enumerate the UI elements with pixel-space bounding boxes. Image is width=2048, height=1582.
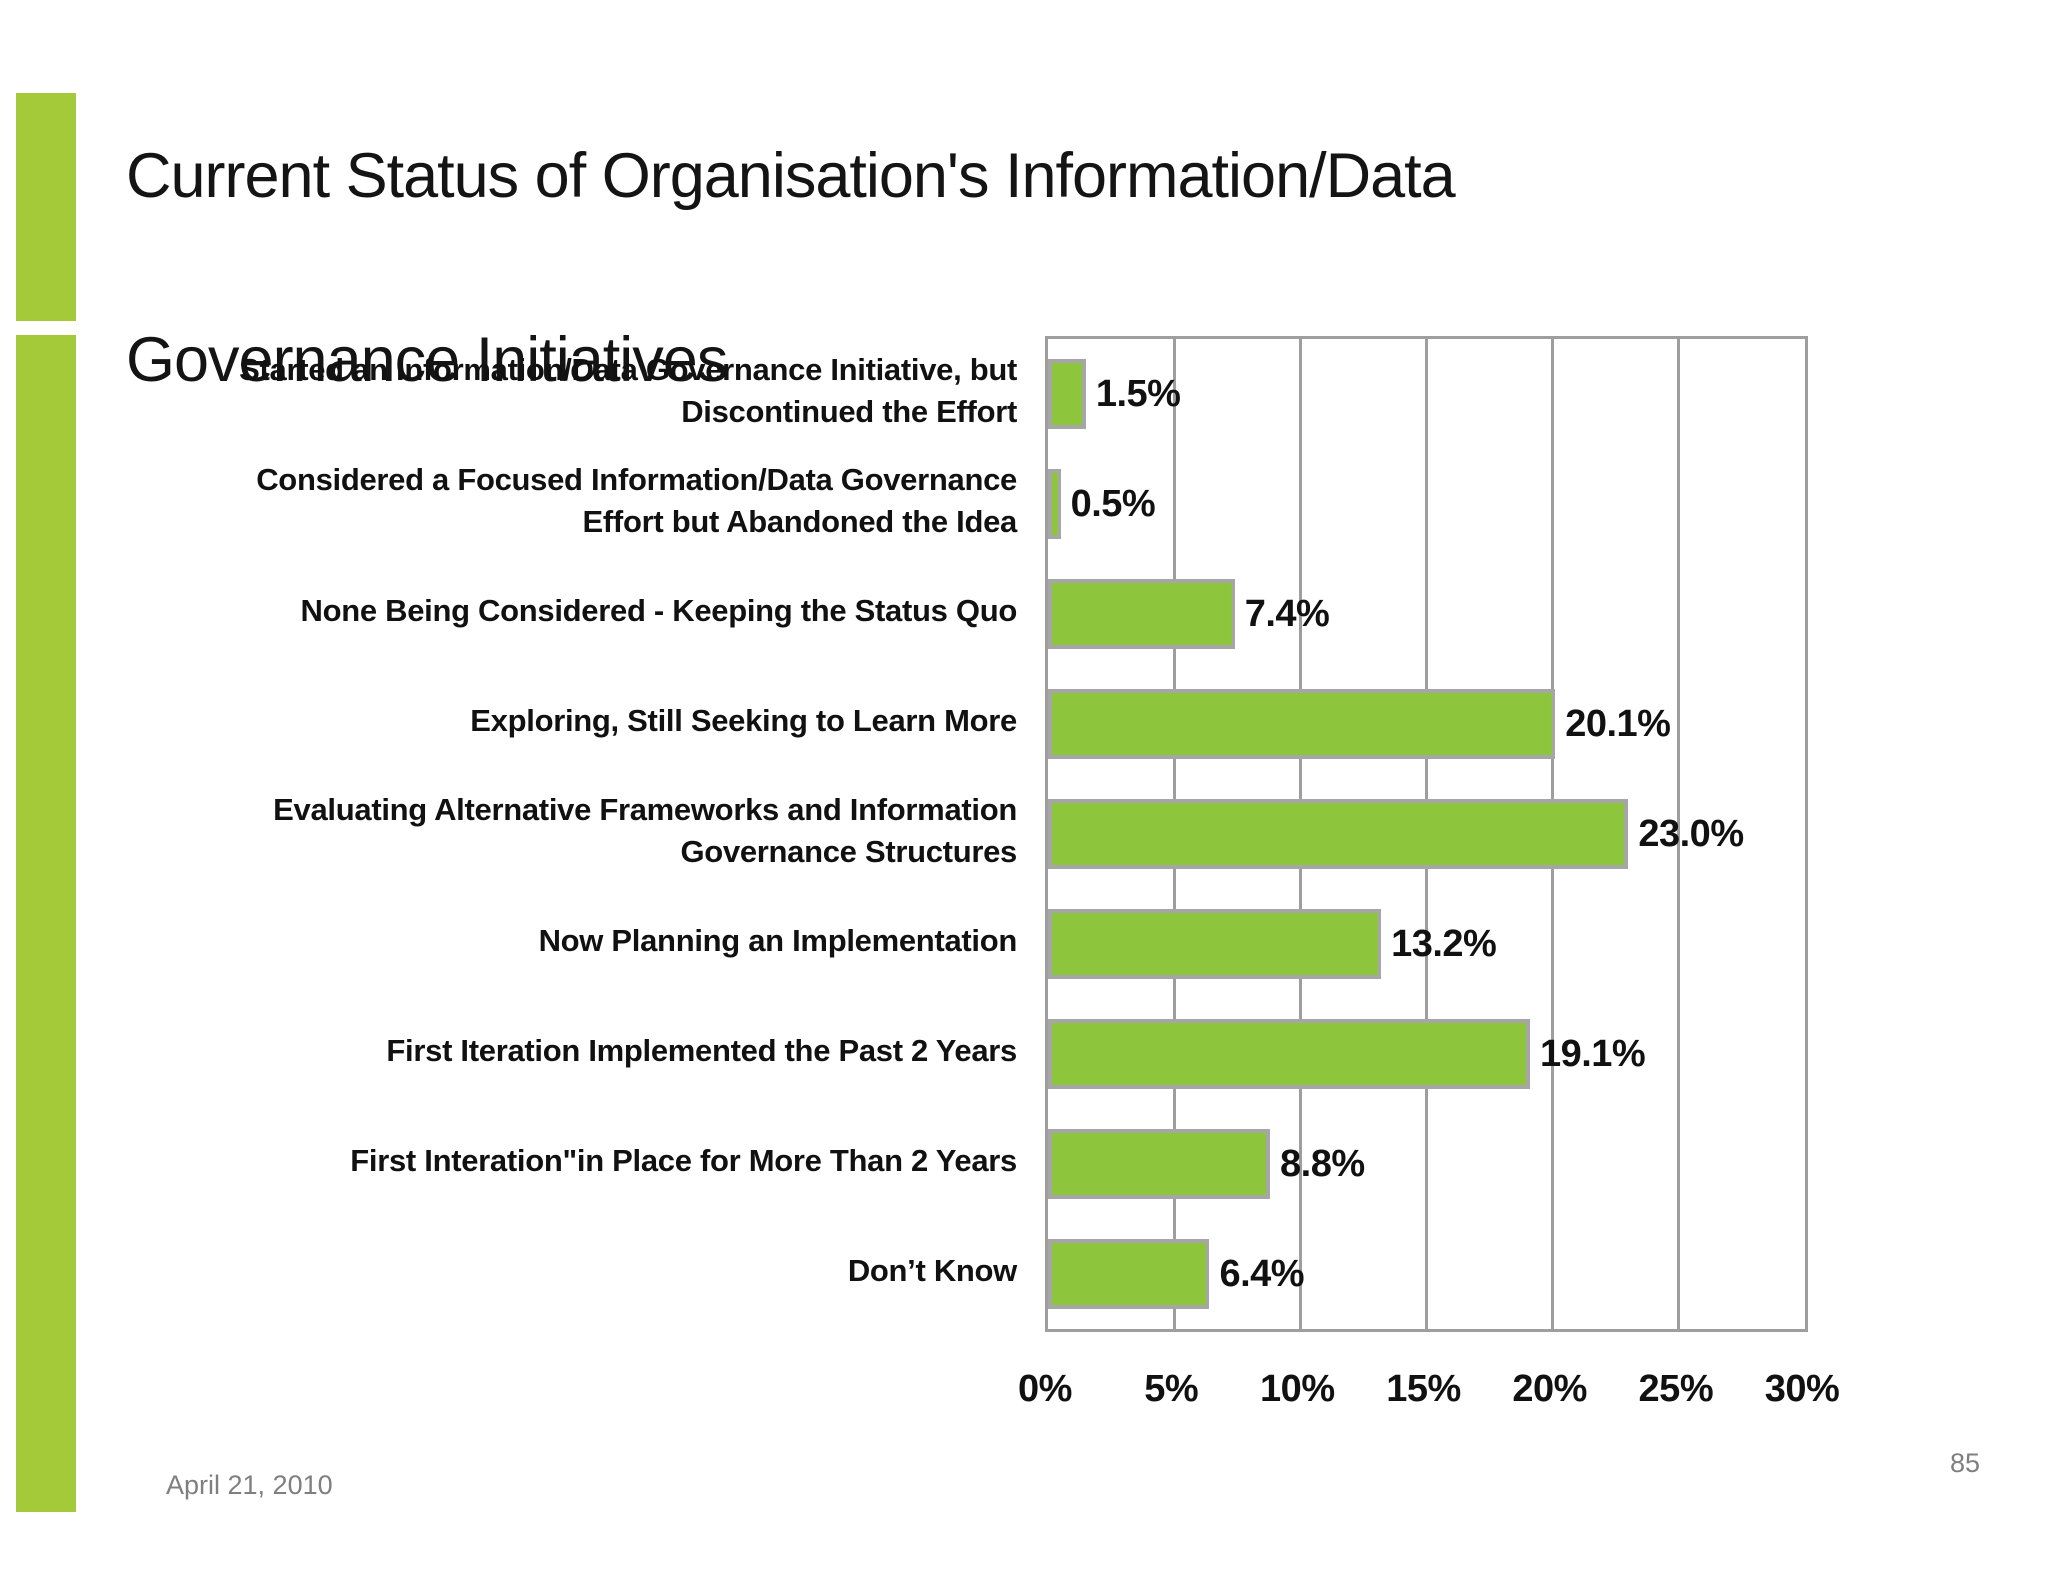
slide-title-line2: Governance Initiatives xyxy=(126,325,728,395)
category-label: Evaluating Alternative Frameworks and In… xyxy=(273,792,1017,869)
sidebar-accent-top xyxy=(16,93,76,321)
bar xyxy=(1048,689,1556,759)
bar xyxy=(1048,579,1235,649)
sidebar-accent-main xyxy=(16,335,76,1512)
x-axis-tick: 25% xyxy=(1638,1368,1714,1410)
bar xyxy=(1048,909,1382,979)
x-axis-tick: 30% xyxy=(1764,1368,1840,1410)
chart-plot-area: 1.5% 0.5% 7.4% 20.1% 23.0% 13.2% 19.1% 8.8% 6.4% xyxy=(1045,336,1808,1332)
x-axis-tick: 0% xyxy=(1018,1368,1072,1410)
category-label: Now Planning an Implementation xyxy=(538,923,1018,958)
bar-value-label: 8.8% xyxy=(1280,1143,1365,1185)
bar-value-label: 23.0% xyxy=(1638,813,1744,855)
slide-title-line1: Current Status of Organisation's Informa… xyxy=(126,141,1456,211)
x-axis-tick: 15% xyxy=(1386,1368,1461,1410)
category-label: First Iteration Implemented the Past 2 Y… xyxy=(386,1033,1017,1068)
category-label: None Being Considered - Keeping the Stat… xyxy=(300,593,1018,628)
bar xyxy=(1048,799,1629,869)
bar-value-label: 6.4% xyxy=(1219,1253,1305,1295)
x-axis-tick: 20% xyxy=(1512,1368,1587,1410)
bar xyxy=(1048,1129,1271,1199)
bar-value-label: 19.1% xyxy=(1539,1033,1646,1075)
slide-title: Current Status of Organisation's Informa… xyxy=(126,130,1886,406)
category-label-column: Started an Information/Data Governance I… xyxy=(40,336,1017,1326)
category-label: Started an Information/Data Governance I… xyxy=(239,352,1017,429)
category-label: Exploring, Still Seeking to Learn More xyxy=(470,703,1017,738)
page-number: 85 xyxy=(1950,1448,1981,1478)
bar xyxy=(1048,1019,1530,1089)
bar-value-label: 0.5% xyxy=(1070,483,1156,525)
category-label: Considered a Focused Information/Data Go… xyxy=(256,462,1017,539)
category-label: First Interation"in Place for More Than … xyxy=(350,1143,1017,1178)
bar-value-label: 7.4% xyxy=(1244,593,1330,635)
category-label: Don’t Know xyxy=(847,1253,1017,1288)
bar xyxy=(1048,1239,1210,1309)
x-axis-tick: 10% xyxy=(1260,1368,1335,1410)
footer-date: April 21, 2010 xyxy=(166,1470,333,1500)
bar-value-label: 20.1% xyxy=(1565,703,1671,745)
bar xyxy=(1048,359,1086,429)
x-axis-tick: 5% xyxy=(1144,1368,1199,1410)
bar-value-label: 13.2% xyxy=(1391,923,1497,965)
bar xyxy=(1048,469,1061,539)
bar-value-label: 1.5% xyxy=(1095,373,1181,415)
gridline-25pct xyxy=(1677,339,1681,1329)
